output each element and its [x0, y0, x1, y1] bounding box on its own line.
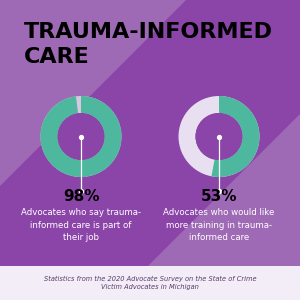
Text: TRAUMA-INFORMED: TRAUMA-INFORMED: [24, 22, 273, 41]
Text: CARE: CARE: [24, 47, 90, 67]
Bar: [0, 266, 300, 300]
Text: 98%: 98%: [63, 189, 99, 204]
Polygon shape: [0, 0, 186, 186]
Wedge shape: [40, 96, 122, 177]
Wedge shape: [212, 96, 260, 177]
Text: Advocates who would like
more training in trauma-
informed care: Advocates who would like more training i…: [163, 208, 275, 242]
Text: Statistics from the 2020 Advocate Survey on the State of Crime
Victim Advocates : Statistics from the 2020 Advocate Survey…: [44, 275, 256, 290]
Text: 53%: 53%: [201, 189, 237, 204]
Polygon shape: [114, 114, 300, 300]
Circle shape: [196, 113, 242, 160]
Text: Advocates who say trauma-
informed care is part of
their job: Advocates who say trauma- informed care …: [21, 208, 141, 242]
Circle shape: [58, 113, 104, 160]
Wedge shape: [178, 96, 260, 177]
Wedge shape: [40, 96, 122, 177]
